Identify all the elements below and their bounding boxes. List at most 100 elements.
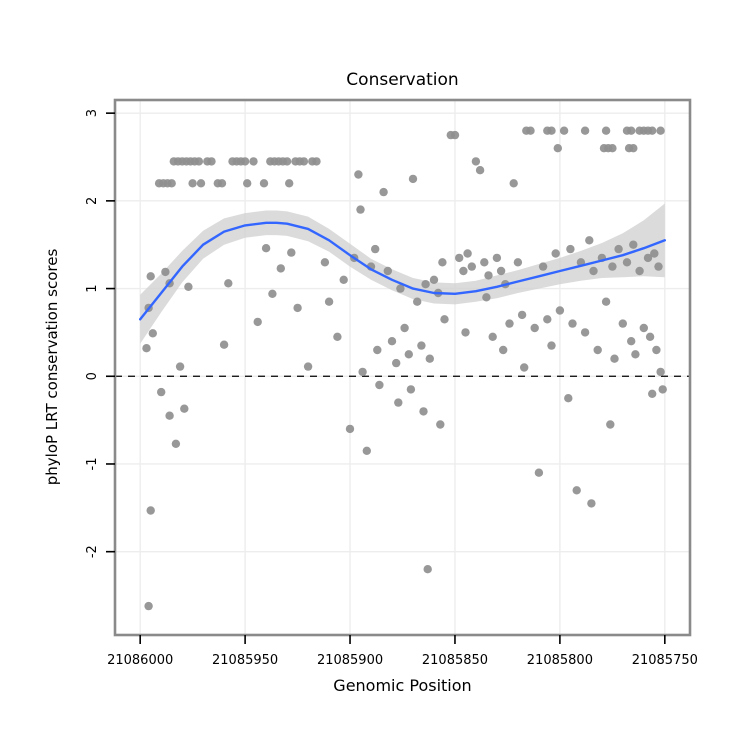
y-tick-label: 1 [85,284,100,292]
data-point [157,387,166,397]
data-point [358,367,367,377]
x-tick-label: 21085850 [422,653,488,668]
data-point [276,264,285,273]
data-point [530,323,539,333]
data-point [520,363,529,372]
data-point [566,244,575,254]
x-tick-label: 21086000 [107,653,173,668]
data-point [475,166,485,175]
data-point [484,271,493,280]
data-point [425,354,434,363]
data-point [171,439,181,448]
data-point [580,328,590,337]
data-point [167,179,176,188]
data-point [219,340,229,349]
data-point [375,380,384,390]
data-point [526,126,535,135]
x-tick-label: 21085750 [632,653,698,668]
panel-border [113,98,692,637]
data-point [383,266,392,276]
data-point [406,385,416,394]
data-point [440,315,449,324]
data-point [354,170,363,179]
data-point [373,345,382,355]
data-point [259,179,269,188]
data-point [618,319,627,328]
data-point [648,126,657,135]
data-point [333,332,342,341]
data-point [587,499,596,508]
data-point [589,266,598,276]
data-point [606,420,615,429]
data-point [356,205,365,214]
data-point [161,267,170,277]
data-point [614,244,623,254]
data-point [146,272,155,281]
smooth-line [139,221,666,321]
data-point [459,266,468,276]
data-point [639,323,648,333]
y-tick-label: 2 [85,197,100,205]
data-point [285,179,294,188]
data-point [417,341,426,350]
data-point [482,293,491,302]
data-point [513,258,523,267]
data-point [144,601,153,611]
data-point [148,329,157,338]
data-point [184,282,193,291]
data-point [564,394,573,403]
data-point [180,404,189,413]
data-point [268,289,277,298]
data-point [324,297,334,306]
data-point [601,297,611,306]
data-point [463,249,472,258]
data-point [627,337,636,346]
data-point [438,258,447,267]
data-point [499,345,508,355]
data-point [339,275,348,284]
data-point [555,306,565,315]
confidence-ribbon [140,203,665,344]
data-point [303,362,313,371]
data-point [538,262,548,271]
data-point [471,157,481,166]
data-point [299,157,309,166]
data-point [282,157,292,166]
data-point [194,157,204,166]
y-tick-label: 0 [85,372,100,380]
data-point [645,332,655,341]
data-point [572,486,581,495]
data-point [547,341,556,350]
data-point [559,126,569,135]
data-point [656,367,665,377]
data-point [629,240,638,249]
data-point [421,280,430,289]
data-point [652,345,661,355]
data-point [608,262,617,271]
data-point [188,179,197,188]
data-point [650,249,659,258]
data-point [394,398,403,407]
data-point [629,144,638,153]
data-point [387,337,397,346]
data-point [547,126,556,135]
data-point [243,179,252,188]
data-point [436,420,445,429]
data-point [648,389,657,398]
x-axis-title: Genomic Position [333,676,472,695]
data-point [413,297,422,306]
data-point [534,468,544,477]
data-point [146,506,155,515]
data-point [320,258,330,267]
data-point [461,328,470,337]
data-point [543,315,552,324]
x-tick-label: 21085800 [527,653,593,668]
data-point [610,354,619,363]
data-point [608,144,617,153]
data-point [654,262,663,271]
data-point [240,157,250,166]
data-point [261,244,271,253]
x-tick-label: 21085900 [317,653,383,668]
